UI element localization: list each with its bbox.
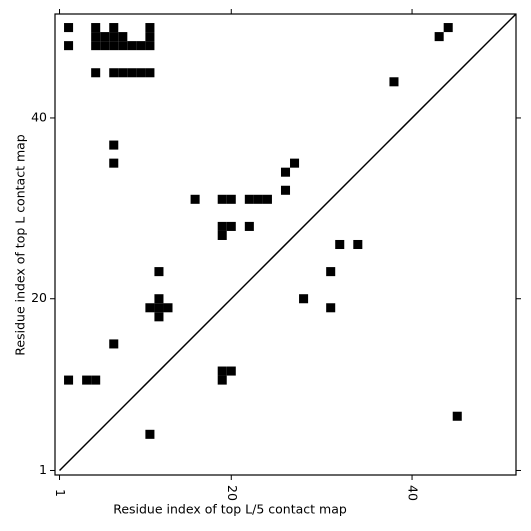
x-tick-label: 40	[406, 485, 421, 501]
contact-cell	[154, 303, 164, 313]
contact-cell	[443, 23, 453, 33]
y-tick-label: 1	[39, 462, 47, 477]
contact-cell	[91, 23, 101, 33]
contact-cell	[154, 267, 164, 277]
contact-cell	[145, 32, 155, 42]
contact-cell	[154, 294, 164, 304]
diagonal-line	[58, 13, 517, 472]
contact-cell	[244, 194, 254, 204]
contact-cell	[226, 194, 236, 204]
contact-cell	[91, 68, 101, 78]
contact-cell	[253, 194, 263, 204]
contact-cell	[109, 158, 119, 168]
y-tick-label: 40	[31, 109, 47, 124]
contact-cell	[262, 194, 272, 204]
y-axis-label: Residue index of top L contact map	[13, 134, 28, 355]
contact-cell	[280, 167, 291, 177]
contact-cell	[335, 239, 345, 250]
contact-cell	[127, 68, 137, 78]
contact-cell	[118, 32, 128, 42]
contact-cell	[290, 158, 300, 168]
contact-cell	[217, 375, 227, 385]
contact-cell	[353, 239, 363, 250]
plot-frame	[54, 13, 517, 476]
contact-cell	[217, 366, 227, 376]
contact-cell	[91, 32, 101, 42]
contact-cell	[280, 185, 291, 195]
contact-cell	[145, 41, 155, 51]
contact-cell	[109, 32, 119, 42]
contact-cell	[154, 312, 164, 322]
contact-cell	[299, 294, 309, 304]
contact-cell	[326, 267, 336, 277]
contact-cell	[163, 303, 173, 313]
contact-cell	[100, 32, 110, 42]
contact-cell	[100, 41, 110, 51]
contact-cell	[226, 221, 236, 231]
contact-cell	[91, 41, 101, 51]
contact-cell	[136, 41, 146, 51]
contact-cell	[64, 23, 74, 33]
contact-cell	[91, 375, 101, 385]
contact-cell	[190, 194, 200, 204]
contact-cell	[109, 23, 119, 33]
contact-cell	[127, 41, 137, 51]
contact-cell	[434, 32, 444, 42]
contact-cell	[82, 375, 92, 385]
y-tick-label: 20	[31, 290, 47, 305]
contact-cell	[326, 303, 336, 313]
contact-cell	[217, 194, 227, 204]
contact-cell	[217, 230, 227, 240]
contact-cell	[109, 41, 119, 51]
contact-cell	[145, 303, 155, 313]
contact-cell	[109, 68, 119, 78]
contact-cell	[452, 411, 462, 421]
contact-cell	[118, 41, 128, 51]
contact-cell	[389, 77, 399, 87]
contact-cell	[145, 23, 155, 33]
contact-cell	[109, 339, 119, 349]
contact-cell	[145, 68, 155, 78]
x-axis-label: Residue index of top L/5 contact map	[113, 502, 347, 517]
contact-cell	[64, 375, 74, 385]
contact-cell	[64, 41, 74, 51]
contact-cell	[217, 221, 227, 231]
contact-cell	[136, 68, 146, 78]
x-tick-label: 1	[53, 489, 68, 497]
contact-cell	[244, 221, 254, 231]
x-tick-label: 20	[225, 485, 240, 501]
contact-cell	[145, 429, 155, 439]
contact-cell	[226, 366, 236, 376]
contact-cell	[109, 140, 119, 150]
contact-cell	[118, 68, 128, 78]
